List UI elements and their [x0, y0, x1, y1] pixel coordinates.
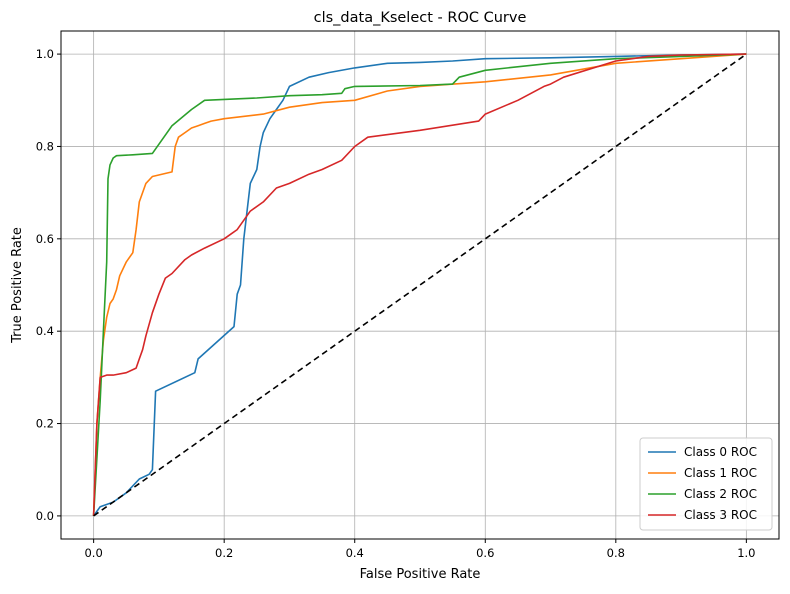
- y-tick-label-4: 0.8: [36, 139, 54, 153]
- legend-label-3: Class 3 ROC: [684, 508, 757, 522]
- y-tick-label-3: 0.6: [36, 232, 54, 246]
- legend-label-2: Class 2 ROC: [684, 487, 757, 501]
- x-tick-label-4: 0.8: [607, 546, 625, 560]
- x-tick-label-1: 0.2: [215, 546, 233, 560]
- axis-ticks: 0.0 0.2 0.4 0.6 0.8 1.0 0.0 0.2 0.4 0.6 0.8 1.0: [36, 47, 756, 560]
- series-lines: [92, 53, 747, 517]
- y-tick-label-5: 1.0: [36, 47, 54, 61]
- y-tick-label-2: 0.4: [36, 324, 54, 338]
- legend-box: [639, 437, 773, 531]
- x-tick-label-3: 0.6: [476, 546, 494, 560]
- series-line-1: [92, 53, 747, 516]
- plot-area-frame: [60, 30, 780, 540]
- x-tick-label-5: 1.0: [737, 546, 755, 560]
- x-tick-label-2: 0.4: [346, 546, 364, 560]
- series-line-0: [92, 53, 747, 517]
- grid: [61, 31, 779, 539]
- legend-label-0: Class 0 ROC: [684, 445, 757, 459]
- chart-title: cls_data_Kselect - ROC Curve: [314, 10, 527, 26]
- legend: Class 0 ROC Class 1 ROC Class 2 ROC Class 3…: [639, 437, 773, 531]
- x-tick-label-0: 0.0: [84, 546, 102, 560]
- y-tick-label-1: 0.2: [36, 417, 54, 431]
- series-line-3: [92, 53, 747, 516]
- series-line-2: [92, 53, 747, 516]
- chance-diagonal-line: [93, 53, 747, 517]
- x-axis-label: False Positive Rate: [360, 567, 481, 582]
- y-axis-label: True Positive Rate: [10, 227, 25, 344]
- legend-label-1: Class 1 ROC: [684, 466, 757, 480]
- y-tick-label-0: 0.0: [36, 509, 54, 523]
